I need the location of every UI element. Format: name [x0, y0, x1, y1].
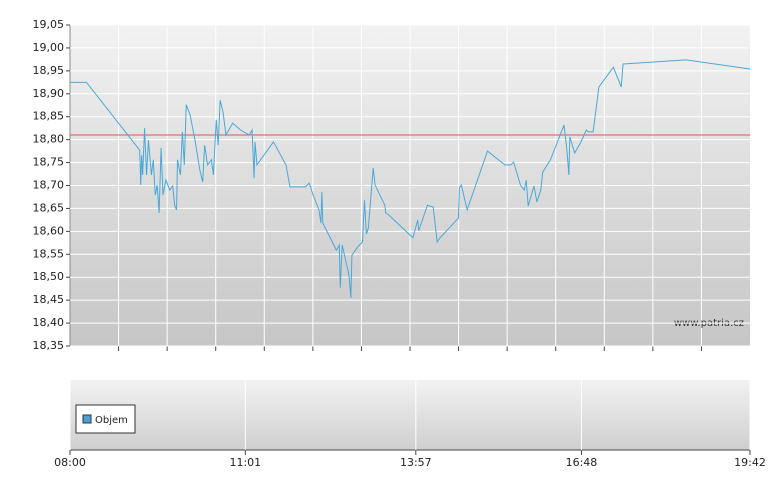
y-tick-label: 18,35 [33, 339, 65, 352]
y-tick-label: 18,40 [33, 316, 65, 329]
y-tick-label: 18,50 [33, 270, 65, 283]
y-tick-label: 18,45 [33, 293, 65, 306]
y-tick-label: 19,00 [33, 41, 65, 54]
y-tick-label: 18,65 [33, 201, 65, 214]
x-tick-label: 08:00 [54, 456, 86, 469]
y-tick-label: 18,90 [33, 87, 65, 100]
x-tick-label: 16:48 [566, 456, 598, 469]
x-tick-label: 13:57 [400, 456, 432, 469]
volume-area [70, 380, 750, 450]
y-tick-label: 18,70 [33, 179, 65, 192]
price-line [70, 59, 751, 298]
x-tick-label: 11:01 [229, 456, 261, 469]
y-tick-label: 18,55 [33, 247, 65, 260]
y-tick-label: 18,95 [33, 64, 65, 77]
y-tick-label: 18,60 [33, 224, 65, 237]
y-tick-label: 18,80 [33, 133, 65, 146]
legend-swatch [82, 414, 92, 424]
x-tick-label: 19:42 [734, 456, 766, 469]
y-tick-label: 18,75 [33, 156, 65, 169]
y-tick-label: 18,85 [33, 110, 65, 123]
y-tick-label: 19,05 [33, 18, 65, 31]
legend-label: Objem [95, 415, 128, 426]
